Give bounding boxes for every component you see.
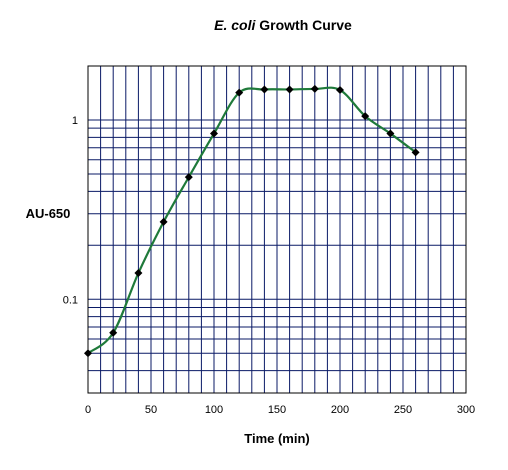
grid-lines — [88, 66, 466, 393]
plot-area-frame — [87, 65, 467, 394]
x-axis-ticks: 0 50 100 150 200 250 300 — [85, 404, 475, 416]
x-tick-label: 100 — [205, 404, 223, 416]
data-point-marker — [310, 84, 319, 93]
data-point-marker — [159, 217, 168, 226]
y-axis-ticks: 0.11 — [63, 115, 78, 306]
x-tick-label: 250 — [394, 404, 412, 416]
chart-title-italic: E. coli — [214, 17, 256, 33]
x-tick-label: 300 — [457, 404, 475, 416]
chart-title: E. coli Growth Curve — [214, 17, 352, 33]
data-point-marker — [184, 173, 193, 182]
data-point-marker — [386, 129, 395, 138]
x-tick-label: 200 — [331, 404, 349, 416]
data-point-marker — [210, 129, 218, 138]
y-axis-title: AU-650 — [26, 206, 71, 221]
data-point-marker — [411, 148, 420, 157]
x-tick-label: 0 — [85, 404, 91, 416]
chart-title-rest: Growth Curve — [255, 17, 352, 33]
x-tick-label: 50 — [145, 404, 157, 416]
y-tick-label: 1 — [72, 115, 78, 127]
x-axis-title: Time (min) — [244, 431, 310, 446]
data-point-marker — [285, 85, 294, 94]
data-point-marker — [84, 349, 92, 358]
data-point-marker — [336, 85, 344, 94]
data-point-marker — [260, 85, 269, 94]
data-point-marker — [134, 269, 143, 278]
y-tick-label: 0.1 — [63, 294, 78, 306]
data-points — [84, 84, 420, 358]
data-point-marker — [361, 112, 370, 121]
data-point-marker — [235, 88, 244, 97]
data-point-marker — [109, 328, 118, 337]
x-tick-label: 150 — [268, 404, 286, 416]
